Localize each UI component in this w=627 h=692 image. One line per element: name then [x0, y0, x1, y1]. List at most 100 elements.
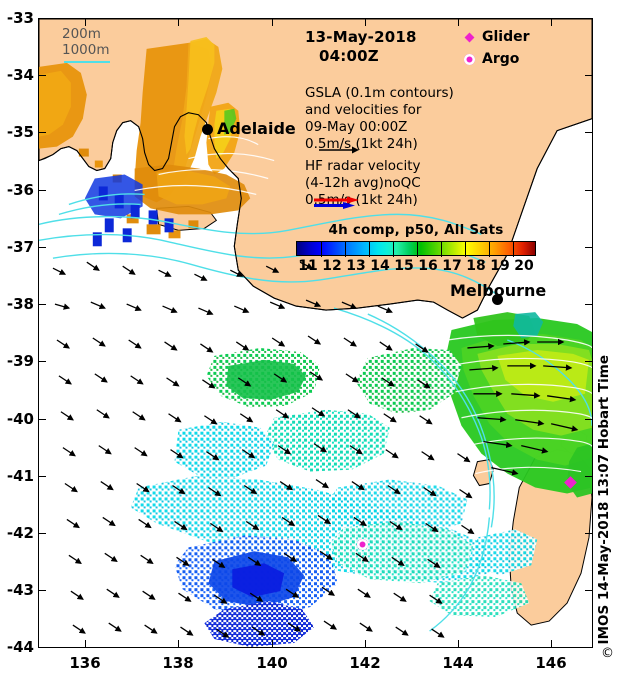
contour-nw-2: [58, 203, 141, 216]
sst-data-field: [39, 36, 592, 647]
argo-marker-on-map[interactable]: [357, 539, 368, 550]
sst-blue-bar3: [130, 204, 140, 219]
sst-patch-mid-shelf-cyan: [174, 421, 275, 478]
cbar-label-12: 12: [322, 258, 342, 274]
cbar-label-15: 15: [394, 258, 414, 274]
gsla-line-3: 09-May 00:00Z: [305, 119, 408, 135]
glider-diamond-icon: [460, 32, 478, 42]
hf-line-1: HF radar velocity: [305, 158, 421, 174]
legend-item-argo[interactable]: Argo: [460, 48, 530, 70]
depth-label-1000m: 1000m: [62, 42, 110, 58]
contour-bass-e: [507, 339, 592, 426]
y-axis-label-34: -34: [6, 66, 34, 84]
colorbar-tick-labels: 11 12 13 14 15 16 17 18 19 20: [296, 257, 536, 275]
sst-blue-bar8: [164, 218, 174, 233]
y-tick-41: [38, 476, 46, 477]
gsla-line-1: GSLA (0.1m contours): [305, 85, 454, 101]
cbar-tick-16: [441, 242, 442, 257]
gsla-line-2: and velocities for: [305, 102, 422, 118]
cbar-label-16: 16: [418, 258, 438, 274]
sst-patch-port-phillip-cool: [513, 312, 544, 338]
sst-speck-w2: [94, 160, 103, 168]
contour-deep-1: [52, 252, 500, 297]
adelaide-marker-dot[interactable]: [202, 124, 213, 135]
copyright-symbol: ©: [601, 646, 614, 661]
y-axis-label-38: -38: [6, 295, 34, 313]
contour-tas-w: [429, 517, 491, 632]
y-tick-r-44: [585, 647, 593, 648]
y-tick-r-36: [585, 190, 593, 191]
y-axis-label-35: -35: [6, 123, 34, 141]
map-plot-frame[interactable]: [38, 18, 593, 648]
cbar-tick-14: [393, 242, 394, 257]
y-axis-label-36: -36: [6, 181, 34, 199]
cbar-tick-12: [345, 242, 346, 257]
y-tick-r-37: [585, 247, 593, 248]
gsla-contours: [134, 136, 592, 475]
sst-speck-w7: [188, 220, 199, 229]
cbar-label-17: 17: [442, 258, 462, 274]
colorbar-title: 4h comp, p50, All Sats: [328, 222, 504, 238]
x-axis-label-142: 142: [349, 654, 381, 672]
sst-patch-tas-west: [473, 529, 538, 576]
y-tick-35: [38, 132, 46, 133]
y-axis-label-44: -44: [6, 638, 34, 656]
x-tick-t-136: [85, 18, 86, 26]
y-axis-label-39: -39: [6, 352, 34, 370]
y-tick-37: [38, 247, 46, 248]
x-axis-label-140: 140: [256, 654, 288, 672]
sst-patch-nw-blue: [84, 174, 143, 219]
contour-200m: [39, 213, 482, 235]
y-tick-r-42: [585, 533, 593, 534]
cbar-tick-19: [513, 242, 514, 257]
colorbar-gradient[interactable]: [296, 241, 536, 257]
x-tick-t-144: [458, 18, 459, 26]
sst-patch-gulfs-south-inner: [156, 170, 231, 205]
cbar-label-13: 13: [346, 258, 366, 274]
y-tick-r-33: [585, 18, 593, 19]
y-axis-label-37: -37: [6, 238, 34, 256]
x-axis-label-138: 138: [162, 654, 194, 672]
x-axis-label-146: 146: [535, 654, 567, 672]
cbar-label-11: 11: [298, 258, 318, 274]
cbar-tick-13: [369, 242, 370, 257]
y-tick-43: [38, 590, 46, 591]
melbourne-marker-dot[interactable]: [492, 294, 503, 305]
legend-item-glider[interactable]: Glider: [460, 26, 530, 48]
y-axis-label-43: -43: [6, 581, 34, 599]
sst-patch-gulf-core: [184, 36, 215, 155]
platform-legend: Glider Argo: [460, 26, 530, 70]
sst-speck-w6: [168, 230, 181, 239]
x-axis-label-144: 144: [442, 654, 474, 672]
map-canvas: [39, 19, 592, 647]
y-axis-label-42: -42: [6, 524, 34, 542]
cbar-tick-17: [465, 242, 466, 257]
velocity-arrows: [52, 261, 579, 638]
x-tick-136: [85, 640, 86, 648]
sst-patch-tas-sw: [429, 575, 530, 618]
x-tick-t-140: [272, 18, 273, 26]
title-date: 13-May-2018: [305, 28, 417, 46]
depth-legend-line: [64, 61, 110, 63]
hf-radar-info-block: HF radar velocity (4-12h avg)noQC 0.5m/s…: [305, 158, 421, 209]
contour-east-2: [367, 313, 495, 528]
hf-radar-scale-arrow-icon: [314, 196, 359, 209]
y-tick-44: [38, 647, 46, 648]
y-axis-label-41: -41: [6, 467, 34, 485]
y-tick-34: [38, 75, 46, 76]
y-tick-33: [38, 18, 46, 19]
imos-credit-text: IMOS 14-May-2018 13:07 Hobart Time: [596, 355, 612, 645]
sst-speck-w1: [78, 148, 89, 157]
gsla-scale-arrow-icon: [319, 146, 359, 154]
y-tick-42: [38, 533, 46, 534]
x-tick-t-146: [551, 18, 552, 26]
y-tick-r-41: [585, 476, 593, 477]
sst-patch-gsv-green: [224, 108, 237, 135]
y-tick-39: [38, 361, 46, 362]
y-tick-r-35: [585, 132, 593, 133]
x-tick-140: [272, 640, 273, 648]
sst-patch-sw-darkblue: [232, 563, 285, 598]
cbar-tick-18: [489, 242, 490, 257]
y-tick-r-43: [585, 590, 593, 591]
